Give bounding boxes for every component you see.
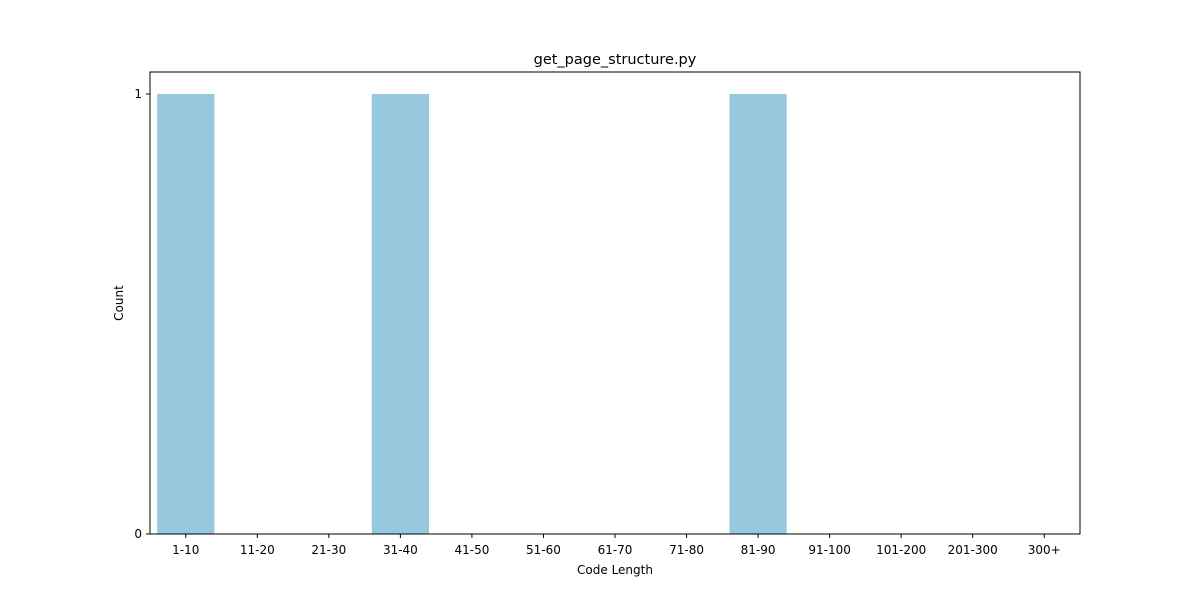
x-tick-label: 31-40 [383,543,418,557]
bars-group [157,94,787,534]
y-axis-label: Count [112,285,126,321]
chart-title: get_page_structure.py [534,52,697,68]
x-tick-label: 11-20 [240,543,275,557]
x-tick-label: 61-70 [598,543,633,557]
bar-31-40 [371,94,429,534]
x-tick-label: 51-60 [526,543,561,557]
x-tick-label: 91-100 [808,543,851,557]
x-tick-label: 81-90 [741,543,776,557]
y-tick-label: 0 [134,527,142,541]
x-axis-label: Code Length [577,563,653,577]
x-tick-label: 101-200 [876,543,926,557]
x-tick-label: 201-300 [948,543,998,557]
y-tick-label: 1 [134,87,142,101]
x-axis-ticks: 1-10 11-20 21-30 31-40 41-50 51-60 61-70 71-80 8… [172,534,1061,557]
x-tick-label: 21-30 [311,543,346,557]
bar-1-10 [157,94,215,534]
x-tick-label: 41-50 [454,543,489,557]
x-tick-label: 300+ [1028,543,1061,557]
x-tick-label: 1-10 [172,543,199,557]
bar-81-90 [729,94,787,534]
x-tick-label: 71-80 [669,543,704,557]
y-axis-ticks: 01 [134,87,150,541]
